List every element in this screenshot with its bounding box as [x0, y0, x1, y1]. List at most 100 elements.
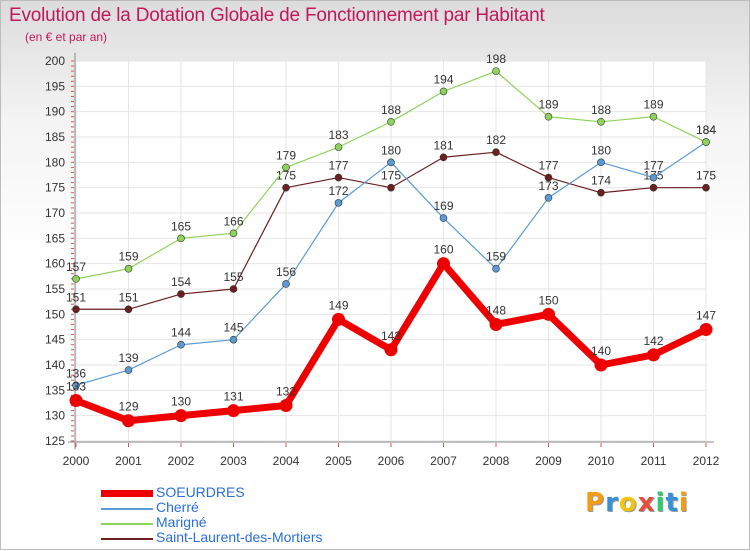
data-label: 136 — [66, 366, 86, 380]
data-point — [544, 173, 553, 182]
x-tick-label: 2001 — [115, 454, 142, 468]
data-point — [649, 112, 658, 121]
data-label: 165 — [171, 219, 191, 233]
data-point — [597, 158, 605, 167]
data-point — [492, 67, 500, 75]
data-point — [177, 234, 185, 243]
data-label: 130 — [171, 395, 191, 409]
x-tick-label: 2006 — [378, 454, 405, 468]
data-label: 144 — [171, 326, 191, 340]
data-point — [384, 343, 398, 357]
data-label: 169 — [433, 199, 453, 213]
x-tick-label: 2012 — [693, 454, 720, 468]
data-label: 155 — [223, 270, 243, 284]
data-label: 142 — [643, 334, 663, 348]
logo-letter: t — [665, 488, 679, 518]
data-label: 180 — [381, 143, 401, 157]
data-point — [492, 148, 500, 156]
x-tick-label: 2010 — [588, 454, 615, 468]
x-tick-label: 2004 — [273, 454, 300, 468]
logo-letter: r — [605, 488, 619, 518]
legend-label: SOEURDRES — [156, 484, 245, 500]
data-label: 140 — [591, 344, 611, 358]
data-point — [544, 112, 553, 121]
data-point — [387, 183, 395, 192]
data-point — [229, 229, 238, 238]
data-label: 188 — [591, 103, 611, 117]
data-point — [282, 280, 290, 288]
legend-label: Cherré — [156, 499, 199, 515]
data-label: 189 — [643, 98, 663, 112]
data-point — [227, 404, 240, 418]
data-point — [124, 366, 133, 374]
legend-item-soeurdres: SOEURDRES — [101, 484, 401, 501]
data-label: 183 — [328, 128, 348, 142]
data-label: 189 — [538, 98, 558, 112]
data-point — [72, 275, 80, 283]
data-point — [439, 87, 448, 96]
data-point — [702, 138, 710, 146]
data-label: 182 — [486, 133, 506, 147]
y-tick-label: 160 — [45, 257, 65, 271]
data-label: 159 — [486, 250, 506, 264]
data-point — [332, 312, 345, 326]
data-point — [387, 118, 395, 126]
data-label: 139 — [118, 351, 138, 365]
data-point — [72, 381, 80, 390]
data-label: 132 — [276, 385, 296, 399]
y-tick-label: 130 — [45, 409, 65, 423]
data-point — [122, 414, 135, 428]
y-tick-label: 190 — [45, 105, 65, 119]
data-label: 174 — [591, 174, 611, 188]
data-point — [699, 323, 713, 337]
y-tick-label: 165 — [45, 231, 65, 245]
data-label: 149 — [328, 298, 348, 312]
y-tick-label: 170 — [45, 206, 65, 220]
data-point — [229, 335, 238, 344]
data-label: 198 — [486, 52, 506, 66]
y-tick-label: 145 — [45, 333, 65, 347]
legend-label: Saint-Laurent-des-Mortiers — [156, 529, 323, 545]
logo-letter: P — [585, 488, 606, 518]
y-tick-label: 140 — [45, 358, 65, 372]
data-point — [702, 183, 710, 192]
data-label: 184 — [696, 123, 716, 137]
data-label: 160 — [433, 243, 453, 257]
data-label: 177 — [538, 159, 558, 173]
y-tick-label: 155 — [45, 282, 65, 296]
data-label: 151 — [66, 290, 86, 304]
legend-swatch — [101, 523, 153, 525]
logo-letter: o — [618, 488, 638, 518]
proxiti-logo: Proxiti — [585, 488, 689, 518]
data-label: 150 — [538, 293, 558, 307]
data-label: 175 — [381, 169, 401, 183]
data-point — [542, 307, 555, 321]
data-point — [124, 305, 133, 314]
data-label: 143 — [381, 329, 401, 343]
data-label: 179 — [276, 148, 296, 162]
y-tick-label: 175 — [45, 181, 65, 195]
data-point — [594, 358, 608, 372]
data-point — [492, 264, 500, 273]
x-tick-label: 2005 — [325, 454, 352, 468]
data-label: 172 — [328, 184, 348, 198]
data-label: 177 — [328, 159, 348, 173]
data-point — [597, 188, 605, 197]
data-point — [387, 158, 395, 167]
legend-swatch — [101, 538, 153, 540]
data-point — [69, 393, 83, 407]
data-point — [439, 153, 448, 162]
data-label: 177 — [643, 159, 663, 173]
data-label: 133 — [66, 379, 86, 393]
x-tick-label: 2000 — [63, 454, 90, 468]
legend-item-saint-laurent: Saint-Laurent-des-Mortiers — [101, 529, 401, 546]
data-label: 166 — [223, 214, 243, 228]
y-tick-label: 200 — [45, 54, 65, 68]
x-tick-label: 2007 — [430, 454, 457, 468]
data-point — [544, 194, 553, 202]
data-label: 147 — [696, 309, 716, 323]
y-tick-label: 135 — [45, 383, 65, 397]
data-point — [649, 173, 658, 182]
data-point — [177, 290, 185, 298]
